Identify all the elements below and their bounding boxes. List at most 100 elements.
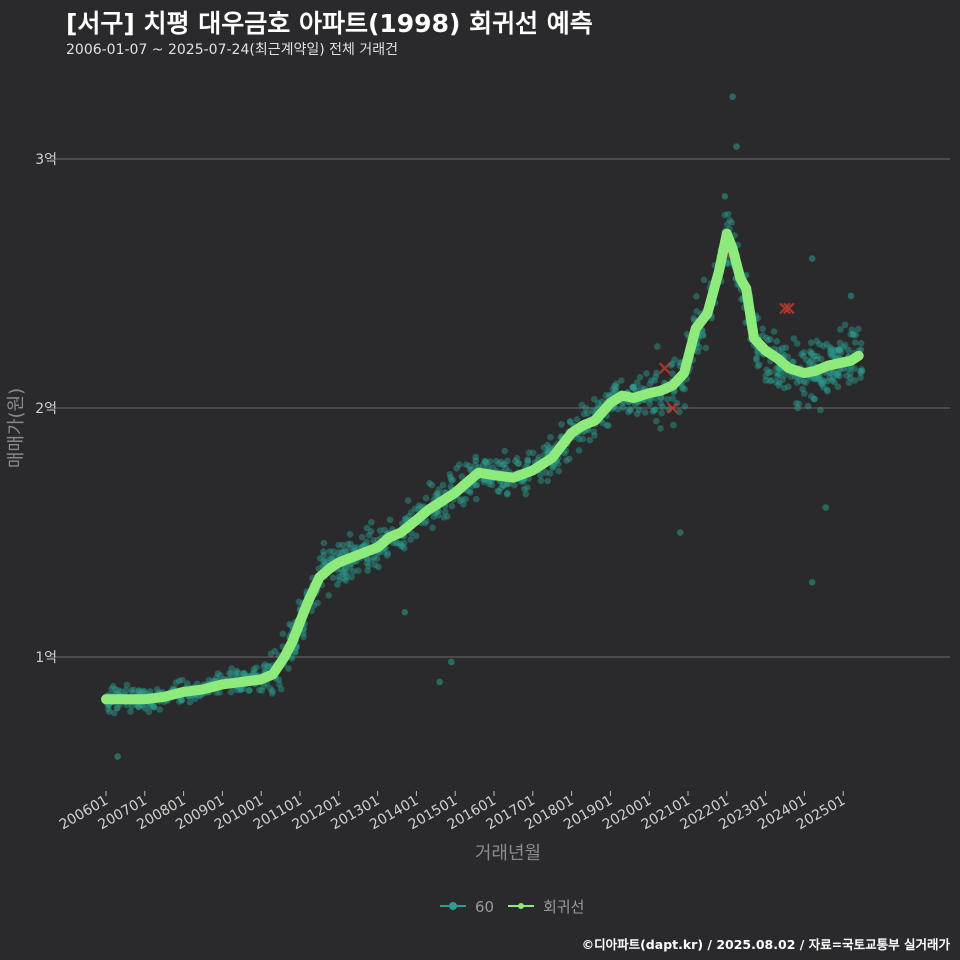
data-point: [334, 581, 341, 588]
data-point: [228, 665, 235, 672]
data-point: [440, 514, 448, 521]
data-point: [336, 576, 343, 584]
data-point: [481, 458, 489, 465]
data-point: [320, 548, 327, 555]
data-point: [609, 385, 617, 393]
data-point: [386, 516, 394, 524]
data-point: [135, 703, 142, 710]
data-point: [503, 481, 511, 488]
data-point: [591, 395, 598, 403]
data-point: [820, 378, 828, 386]
data-point: [150, 703, 158, 711]
data-point: [504, 489, 511, 497]
data-point: [115, 687, 122, 694]
data-point: [515, 460, 523, 467]
data-point: [699, 331, 706, 339]
data-point: [834, 372, 841, 379]
data-point-notable: [436, 678, 443, 686]
data-point: [271, 647, 279, 655]
data-point: [806, 361, 813, 369]
regression-line: [101, 228, 864, 705]
data-point: [145, 708, 153, 716]
data-point: [239, 670, 247, 677]
data-point: [857, 369, 865, 377]
data-point: [179, 676, 186, 684]
data-point: [524, 456, 531, 464]
data-point: [512, 457, 519, 465]
legend-line-dot: [518, 903, 524, 909]
data-point: [836, 345, 843, 353]
data-point: [611, 382, 618, 390]
data-point: [845, 346, 852, 354]
data-point: [823, 340, 830, 348]
data-point: [826, 374, 833, 382]
data-point: [782, 344, 790, 352]
data-point: [845, 365, 852, 373]
data-point: [135, 687, 143, 694]
data-point: [186, 698, 194, 706]
data-point: [785, 383, 792, 391]
data-point: [793, 340, 801, 347]
data-point: [848, 326, 856, 334]
data-point: [407, 536, 415, 543]
data-point: [850, 331, 857, 339]
data-point: [524, 457, 532, 465]
data-point: [829, 373, 837, 381]
data-point: [448, 502, 456, 510]
data-point-notable: [676, 529, 684, 536]
data-point: [762, 377, 769, 384]
data-point: [851, 377, 858, 384]
data-point: [484, 463, 492, 471]
data-point: [724, 210, 732, 218]
data-point: [135, 687, 143, 695]
data-point: [286, 621, 293, 628]
data-point: [502, 464, 510, 472]
data-point: [619, 404, 627, 411]
data-point: [213, 674, 220, 681]
data-point: [728, 219, 735, 226]
data-point: [775, 346, 783, 354]
data-point: [321, 558, 329, 565]
data-point: [480, 478, 488, 486]
data-point: [295, 598, 303, 606]
y-tick-label: 2억: [35, 401, 57, 417]
data-point: [759, 332, 767, 339]
data-point: [582, 404, 590, 412]
data-point: [260, 683, 268, 690]
data-point: [404, 497, 412, 504]
data-point: [605, 422, 612, 429]
data-point: [342, 548, 349, 556]
data-point: [573, 416, 581, 423]
data-point: [325, 592, 333, 599]
data-point: [547, 433, 554, 441]
data-point: [633, 379, 641, 386]
data-point: [775, 371, 783, 378]
data-point: [178, 697, 185, 704]
data-point: [755, 361, 763, 369]
data-point: [659, 403, 666, 411]
data-point: [353, 544, 360, 551]
data-point: [823, 386, 831, 394]
data-point: [413, 532, 420, 540]
data-point: [826, 347, 834, 355]
data-point: [798, 350, 805, 358]
data-point: [514, 460, 522, 467]
data-point: [504, 457, 511, 465]
data-point: [843, 372, 850, 380]
data-point: [114, 704, 121, 712]
data-point: [809, 350, 816, 357]
data-point: [784, 353, 792, 361]
data-point: [492, 457, 500, 465]
data-point: [233, 667, 240, 675]
data-point: [800, 352, 807, 360]
data-point: [589, 407, 596, 415]
data-point: [370, 554, 378, 561]
data-point: [549, 464, 556, 471]
data-point: [578, 401, 586, 409]
data-point: [817, 377, 824, 385]
data-point: [140, 687, 148, 695]
data-point: [806, 348, 814, 355]
data-point: [341, 575, 348, 582]
data-point: [250, 665, 258, 673]
